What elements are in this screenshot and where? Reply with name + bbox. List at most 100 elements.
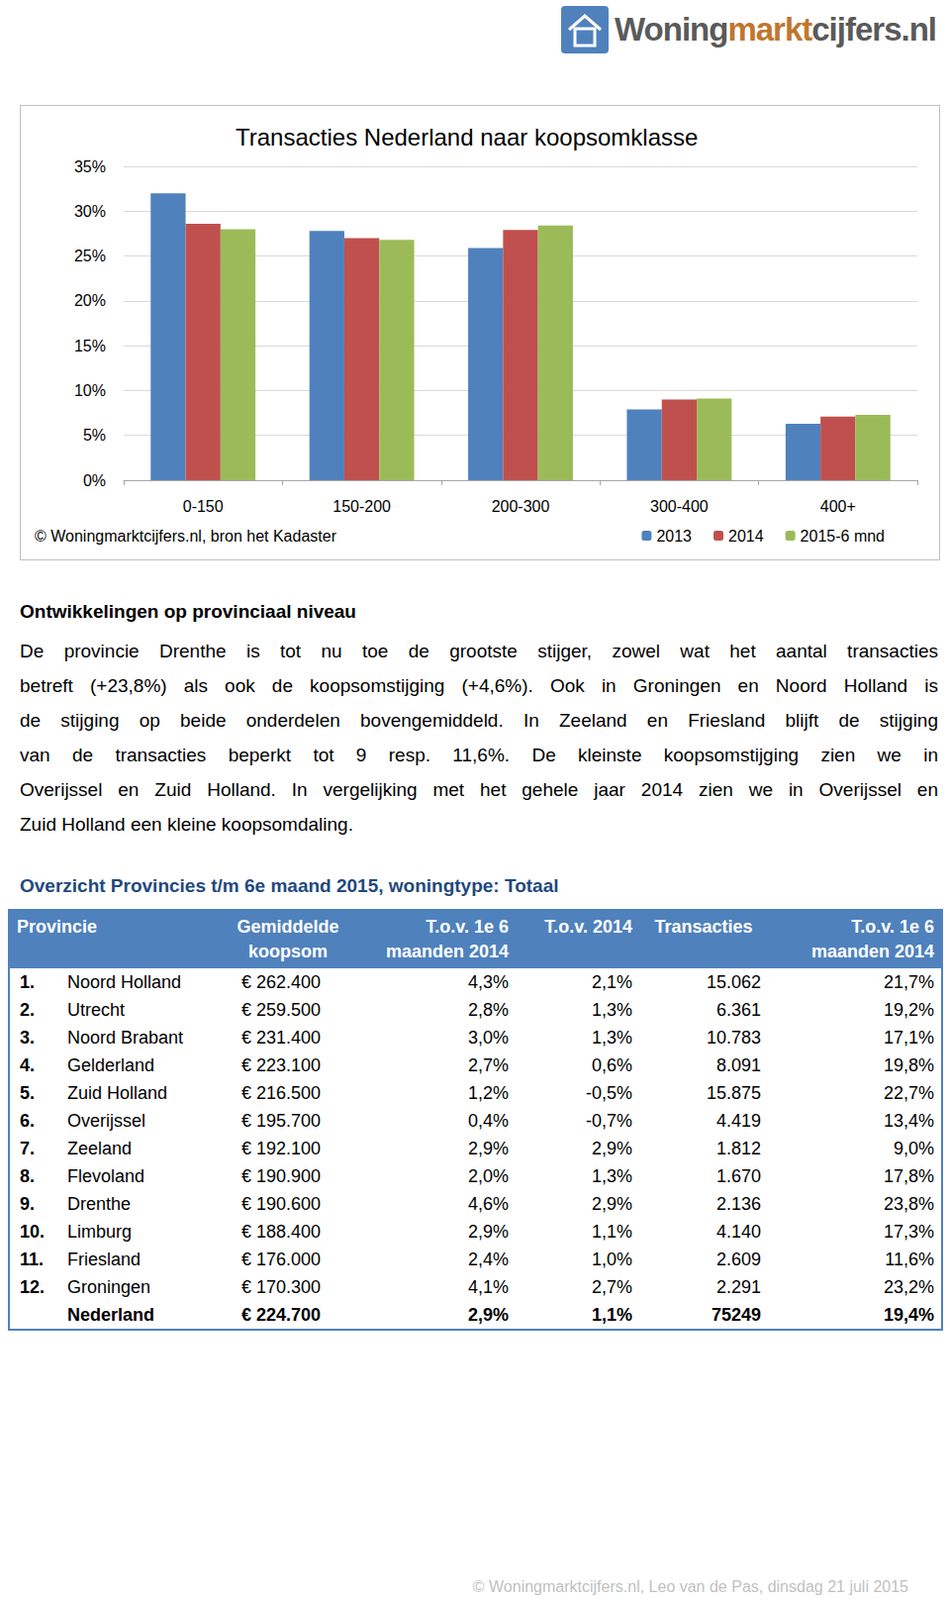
html-text:17,8%: 17,8% [883,1165,935,1186]
html-text:€ 223.100: € 223.100 [241,1054,321,1075]
html-text:2,9%: 2,9% [591,1193,633,1214]
html-text:12.: 12. [19,1276,45,1297]
html-text:Drenthe: Drenthe [67,1193,131,1214]
html-text:Zuid Holland: Zuid Holland [67,1082,168,1103]
html-text:de stijging op beide onderdele: de stijging op beide onderdelen bovengem… [19,709,939,731]
svg-text:5%: 5% [83,426,106,444]
html-text:Overijssel en Zuid Holland. In: Overijssel en Zuid Holland. In vergelijk… [19,778,939,800]
svg-text:35%: 35% [74,158,106,176]
html-text:2.609: 2.609 [716,1248,761,1269]
html-text:2,8%: 2,8% [468,999,509,1020]
html-text:Flevoland: Flevoland [67,1165,145,1186]
html-text:-0,7%: -0,7% [585,1110,633,1131]
html-text:van de transacties beperkt tot: van de transacties beperkt tot 9 resp. 1… [19,744,939,765]
html-text:€ 170.300: € 170.300 [241,1276,321,1297]
html-text:21,7%: 21,7% [883,971,935,992]
html-text:8.091: 8.091 [716,1054,761,1075]
html-text:Overzicht Provincies t/m 6e ma: Overzicht Provincies t/m 6e maand 2015, … [19,874,559,896]
html-text:Ontwikkelingen op provinciaal: Ontwikkelingen op provinciaal niveau [19,600,357,622]
svg-text:© Woningmarktcijfers.nl, bron: © Woningmarktcijfers.nl, bron het Kadast… [34,527,338,545]
html-text:€ 216.500: € 216.500 [241,1082,321,1103]
svg-text:30%: 30% [74,202,106,220]
html-text:Groningen: Groningen [67,1276,151,1297]
html-text:koopsom: koopsom [248,941,328,961]
svg-text:0%: 0% [83,472,106,489]
html-text:€ 259.500: € 259.500 [241,999,321,1020]
html-text:Utrecht: Utrecht [67,999,125,1020]
html-text:1.670: 1.670 [716,1165,761,1186]
html-text:Zuid Holland een kleine koopso: Zuid Holland een kleine koopsomdaling. [19,813,354,835]
html-text:Overijssel: Overijssel [67,1110,146,1131]
html-text:1,1%: 1,1% [591,1304,633,1325]
html-text:€ 190.600: € 190.600 [241,1193,321,1214]
html-text:T.o.v. 1e 6: T.o.v. 1e 6 [425,916,509,937]
svg-text:10%: 10% [74,381,106,399]
html-text:Noord Holland: Noord Holland [67,971,182,992]
html-text:23,8%: 23,8% [883,1193,935,1214]
svg-text:2015-6 mnd: 2015-6 mnd [800,527,885,545]
html-text:19,2%: 19,2% [883,999,935,1020]
html-text:Woning markt cijfers.nl: Woning markt cijfers.nl [614,10,937,48]
html-text:15.875: 15.875 [706,1082,761,1103]
svg-text:Transacties Nederland naar koo: Transacties Nederland naar koopsomklasse [235,123,698,151]
html-text:4,6%: 4,6% [468,1193,509,1214]
html-text:Transacties: Transacties [654,916,753,937]
html-text:2.291: 2.291 [716,1276,761,1297]
html-text:0,6%: 0,6% [591,1054,633,1075]
html-text:Friesland: Friesland [67,1248,141,1269]
html-text:maanden 2014: maanden 2014 [811,941,935,961]
html-text:Noord Brabant: Noord Brabant [67,1027,184,1047]
html-text:T.o.v. 1e 6: T.o.v. 1e 6 [851,916,935,937]
html-text:0,4%: 0,4% [468,1110,509,1131]
html-text:Provincie: Provincie [16,916,97,937]
html-text:2,7%: 2,7% [591,1276,633,1297]
html-text:maanden 2014: maanden 2014 [385,941,509,961]
svg-text:200-300: 200-300 [491,497,551,515]
html-text:€ 190.900: € 190.900 [241,1165,321,1186]
html-text:€ 231.400: € 231.400 [241,1027,321,1047]
html-text:Gemiddelde: Gemiddelde [237,916,339,937]
svg-text:20%: 20% [74,291,106,309]
html-text:1,3%: 1,3% [591,999,633,1020]
html-text:2,0%: 2,0% [468,1165,509,1186]
html-text:22,7%: 22,7% [883,1082,935,1103]
html-text:2,9%: 2,9% [468,1304,509,1325]
html-text:1,3%: 1,3% [591,1165,633,1186]
html-text:2,7%: 2,7% [468,1054,509,1075]
html-text:€ 224.700: € 224.700 [241,1304,321,1325]
html-text:11,6%: 11,6% [884,1248,935,1269]
html-text:13,4%: 13,4% [883,1110,935,1131]
html-text:6.361: 6.361 [716,999,761,1020]
html-text:11.: 11. [19,1248,44,1269]
html-text:De provincie Drenthe is tot nu: De provincie Drenthe is tot nu toe de gr… [19,640,939,662]
svg-text:0-150: 0-150 [183,497,224,515]
html-text:1,0%: 1,0% [591,1248,633,1269]
html-text:2,4%: 2,4% [468,1248,509,1269]
html-text:75249: 75249 [711,1304,761,1325]
html-text:-0,5%: -0,5% [585,1082,633,1103]
svg-text:2013: 2013 [656,527,692,545]
svg-text:2014: 2014 [728,527,764,545]
html-text:€ 176.000: € 176.000 [241,1248,321,1269]
html-text:betreft (+23,8%) als ook de ko: betreft (+23,8%) als ook de koopsomstijg… [19,674,939,696]
html-text:4,3%: 4,3% [468,971,509,992]
html-text:1,2%: 1,2% [468,1082,509,1103]
html-text:Gelderland: Gelderland [67,1054,155,1075]
html-text:19,4%: 19,4% [883,1304,935,1325]
html-text:19,8%: 19,8% [883,1054,935,1075]
html-text:4,1%: 4,1% [468,1276,509,1297]
svg-text:150-200: 150-200 [332,497,391,515]
svg-text:25%: 25% [74,247,106,265]
html-text:4.419: 4.419 [716,1110,761,1131]
html-text:15.062: 15.062 [706,971,761,992]
html-text:2.136: 2.136 [716,1193,761,1214]
svg-text:300-400: 300-400 [650,497,709,515]
svg-text:400+: 400+ [820,497,856,515]
html-text:T.o.v. 2014: T.o.v. 2014 [544,916,633,937]
svg-text:15%: 15% [74,337,106,355]
html-text:2,1%: 2,1% [591,971,633,992]
html-text:€ 195.700: € 195.700 [241,1110,321,1131]
html-text:23,2%: 23,2% [883,1276,935,1297]
html-text:Nederland: Nederland [67,1304,155,1325]
html-text:€ 262.400: € 262.400 [241,971,321,992]
